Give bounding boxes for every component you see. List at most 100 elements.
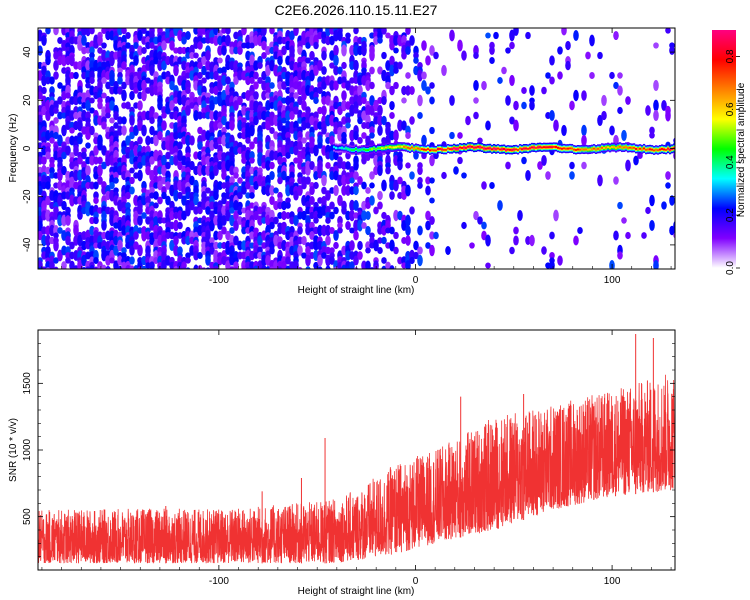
heatmap-cell bbox=[201, 77, 207, 84]
heatmap-cell bbox=[169, 210, 175, 221]
heatmap-cell bbox=[89, 76, 95, 85]
heatmap-cell bbox=[497, 200, 503, 211]
heatmap-cell bbox=[45, 151, 51, 160]
heatmap-cell bbox=[133, 144, 139, 157]
heatmap-cell bbox=[321, 50, 327, 61]
heatmap-cell bbox=[345, 112, 351, 119]
heatmap-signal-cell bbox=[463, 146, 466, 149]
heatmap-signal-cell bbox=[347, 148, 350, 151]
heatmap-cell bbox=[221, 196, 227, 205]
heatmap-cell bbox=[209, 261, 215, 269]
heatmap-cell bbox=[45, 109, 51, 122]
heatmap-cell bbox=[81, 35, 87, 46]
heatmap-cell bbox=[429, 244, 435, 257]
heatmap-cell bbox=[417, 94, 423, 107]
heatmap-cell bbox=[53, 131, 59, 140]
heatmap-cell bbox=[205, 130, 211, 141]
heatmap-signal-cell bbox=[387, 146, 390, 149]
heatmap-cell bbox=[89, 52, 95, 59]
heatmap-cell bbox=[257, 206, 263, 215]
heatmap-cell bbox=[461, 221, 467, 230]
heatmap-cell bbox=[89, 181, 95, 190]
heatmap-cell bbox=[169, 146, 175, 155]
heatmap-cell bbox=[41, 156, 47, 165]
heatmap-cell bbox=[425, 86, 431, 95]
heatmap-cell bbox=[165, 226, 171, 235]
heatmap-cell bbox=[177, 29, 183, 42]
heatmap-cell bbox=[229, 255, 235, 266]
heatmap-signal-cell bbox=[395, 146, 398, 149]
heatmap-cell bbox=[325, 114, 331, 127]
heatmap-cell bbox=[145, 59, 151, 72]
heatmap-cell bbox=[293, 130, 299, 141]
heatmap-signal-cell bbox=[655, 148, 658, 151]
heatmap-cell bbox=[237, 95, 243, 106]
heatmap-cell bbox=[473, 111, 479, 120]
heatmap-cell bbox=[229, 165, 235, 176]
heatmap-cell bbox=[357, 240, 363, 251]
heatmap-cell bbox=[393, 231, 399, 240]
heatmap-cell bbox=[337, 129, 343, 142]
heatmap-cell bbox=[225, 191, 231, 200]
heatmap-cell bbox=[205, 230, 211, 241]
heatmap-cell bbox=[217, 180, 223, 191]
heatmap-cell bbox=[369, 182, 375, 189]
heatmap-cell bbox=[85, 142, 91, 149]
heatmap-cell bbox=[145, 206, 151, 215]
heatmap-cell bbox=[273, 200, 279, 211]
heatmap-cell bbox=[373, 154, 379, 167]
heatmap-cell bbox=[525, 236, 531, 245]
heatmap-cell bbox=[181, 261, 187, 269]
heatmap-cell bbox=[205, 206, 211, 215]
heatmap-cell bbox=[181, 36, 187, 45]
heatmap-cell bbox=[305, 122, 311, 129]
heatmap-cell bbox=[509, 29, 515, 42]
heatmap-signal-cell bbox=[557, 146, 560, 149]
heatmap-cell bbox=[329, 62, 335, 69]
heatmap-signal-cell bbox=[361, 148, 364, 151]
heatmap-cell bbox=[409, 86, 415, 95]
heatmap-cell bbox=[389, 265, 395, 269]
heatmap-cell bbox=[105, 131, 111, 140]
heatmap-signal-cell bbox=[623, 146, 626, 149]
heatmap-cell bbox=[129, 131, 135, 140]
heatmap-cell bbox=[289, 87, 295, 94]
heatmap-cell bbox=[117, 165, 123, 176]
heatmap-cell bbox=[285, 40, 291, 51]
heatmap-cell bbox=[229, 120, 235, 131]
heatmap-cell bbox=[353, 185, 359, 196]
heatmap-cell bbox=[89, 107, 95, 114]
heatmap-cell bbox=[85, 60, 91, 71]
heatmap-cell bbox=[373, 165, 379, 176]
heatmap-cell bbox=[577, 226, 583, 235]
heatmap-cell bbox=[361, 210, 367, 221]
heatmap-cell bbox=[361, 110, 367, 121]
heatmap-cell bbox=[57, 249, 63, 262]
heatmap-cell bbox=[205, 165, 211, 176]
heatmap-cell bbox=[129, 256, 135, 265]
heatmap-cell bbox=[513, 235, 519, 246]
heatmap-cell bbox=[173, 131, 179, 140]
heatmap-cell bbox=[225, 94, 231, 107]
heatmap-cell bbox=[205, 187, 211, 194]
heatmap-cell bbox=[653, 109, 659, 122]
heatmap-cell bbox=[233, 172, 239, 179]
heatmap-cell bbox=[529, 100, 535, 111]
heatmap-cell bbox=[413, 65, 419, 76]
heatmap-cell bbox=[69, 36, 75, 45]
heatmap-signal-cell bbox=[413, 147, 416, 150]
heatmap-cell bbox=[425, 220, 431, 231]
heatmap-signal-cell bbox=[585, 148, 588, 151]
heatmap-cell bbox=[173, 180, 179, 191]
heatmap-cell bbox=[185, 252, 191, 259]
heatmap-signal-cell bbox=[521, 148, 524, 151]
heatmap-cell bbox=[205, 146, 211, 155]
heatmap-cell bbox=[233, 266, 239, 269]
heatmap-signal-cell bbox=[603, 147, 606, 150]
heatmap-signal-cell bbox=[617, 146, 620, 149]
heatmap-cell bbox=[361, 181, 367, 190]
heatmap-cell bbox=[365, 260, 371, 269]
heatmap-cell bbox=[301, 35, 307, 46]
heatmap-cell bbox=[401, 97, 407, 104]
heatmap-signal-cell bbox=[527, 147, 530, 150]
